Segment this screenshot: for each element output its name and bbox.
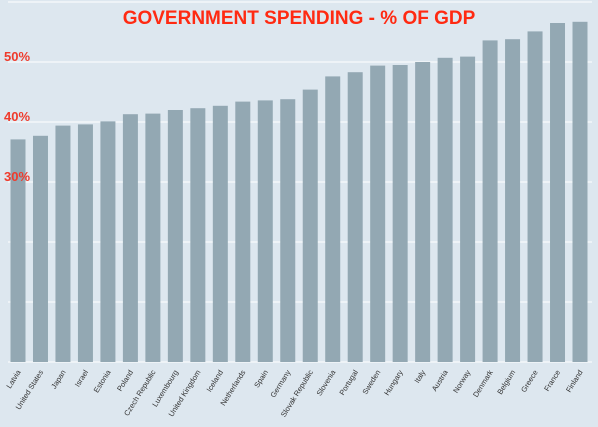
bar-united-states bbox=[32, 135, 48, 362]
bar-latvia bbox=[10, 139, 26, 362]
bar-sweden bbox=[370, 65, 386, 362]
bar-italy bbox=[415, 62, 431, 362]
bar-greece bbox=[527, 31, 543, 363]
bar-norway bbox=[460, 56, 476, 362]
bars bbox=[10, 21, 588, 363]
y-tick-labels: 50% 40% 30% bbox=[4, 49, 30, 184]
bar-slovenia bbox=[325, 76, 341, 363]
bar-slovak-republic bbox=[302, 89, 318, 362]
bar-france bbox=[550, 23, 566, 362]
bar-denmark bbox=[482, 40, 498, 363]
bar-finland bbox=[572, 21, 588, 363]
bar-czech-republic bbox=[145, 113, 161, 362]
chart-title: GOVERNMENT SPENDING - % OF GDP bbox=[123, 8, 476, 29]
bar-united-kingdom bbox=[190, 108, 206, 362]
y-tick-label: 50% bbox=[4, 49, 30, 64]
y-tick-label: 30% bbox=[4, 169, 30, 184]
bar-estonia bbox=[100, 121, 116, 363]
bar-germany bbox=[280, 99, 296, 362]
y-tick-label: 40% bbox=[4, 109, 30, 124]
bar-iceland bbox=[212, 105, 228, 363]
bar-belgium bbox=[505, 39, 521, 362]
bar-luxembourg bbox=[167, 110, 183, 362]
bar-netherlands bbox=[235, 101, 251, 362]
bar-israel bbox=[77, 124, 93, 363]
bar-portugal bbox=[347, 72, 363, 362]
bar-spain bbox=[257, 100, 273, 363]
bar-hungary bbox=[392, 65, 408, 362]
bar-austria bbox=[437, 57, 453, 363]
bar-poland bbox=[122, 114, 138, 362]
bar-japan bbox=[55, 125, 71, 362]
